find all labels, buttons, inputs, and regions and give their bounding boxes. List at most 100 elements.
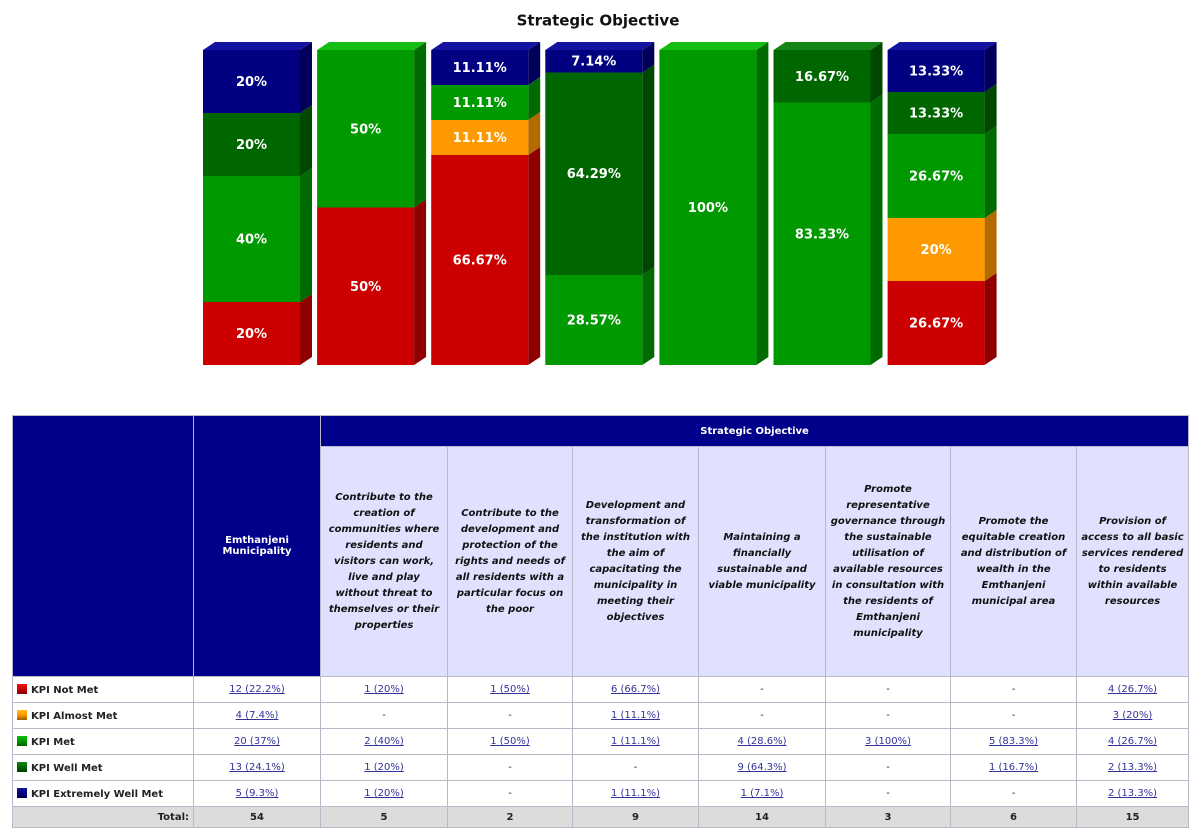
total-cell: 3 xyxy=(825,806,951,828)
value-label: 40% xyxy=(236,233,267,248)
bar-top xyxy=(203,42,312,50)
data-cell: 13 (24.1%) xyxy=(193,754,321,781)
row-label: KPI Not Met xyxy=(12,676,194,703)
row-label: KPI Well Met xyxy=(12,754,194,781)
total-cell: 2 xyxy=(447,806,573,828)
cell-link[interactable]: 12 (22.2%) xyxy=(229,684,285,695)
bar-side xyxy=(984,209,997,281)
data-cell: 4 (28.6%) xyxy=(698,728,826,755)
cell-link[interactable]: 1 (50%) xyxy=(490,684,530,695)
cell-link[interactable]: 4 (26.7%) xyxy=(1107,736,1158,747)
total-cell: 14 xyxy=(698,806,826,828)
cell-link[interactable]: 2 (40%) xyxy=(364,736,404,747)
data-cell: 5 (9.3%) xyxy=(193,780,321,807)
value-label: 66.67% xyxy=(453,253,507,268)
bar-side xyxy=(414,42,427,208)
cell-link[interactable]: 5 (83.3%) xyxy=(988,736,1039,747)
cell-link[interactable]: 13 (24.1%) xyxy=(229,762,285,773)
cell-link[interactable]: 1 (16.7%) xyxy=(988,762,1039,773)
cell-link[interactable]: 1 (20%) xyxy=(364,762,404,773)
legend-swatch xyxy=(17,683,27,694)
cell-link[interactable]: 6 (66.7%) xyxy=(610,684,661,695)
bar-side xyxy=(528,111,541,155)
bar-top xyxy=(431,42,541,50)
data-cell: - xyxy=(320,702,448,729)
data-cell: 9 (64.3%) xyxy=(698,754,826,781)
bar-segment xyxy=(431,154,529,365)
cell-link[interactable]: 20 (37%) xyxy=(234,736,280,747)
chart-title: Strategic Objective xyxy=(517,12,680,30)
data-cell: 2 (13.3%) xyxy=(1075,780,1190,807)
data-cell: 1 (7.1%) xyxy=(698,780,826,807)
cell-link[interactable]: 2 (13.3%) xyxy=(1107,762,1158,773)
data-cell: 5 (83.3%) xyxy=(950,728,1077,755)
bar-segment xyxy=(773,50,871,103)
bar-segment xyxy=(431,84,529,120)
data-cell: - xyxy=(825,754,951,781)
bar-side xyxy=(414,199,427,365)
value-label: 83.33% xyxy=(795,227,849,242)
cell-link[interactable]: 4 (28.6%) xyxy=(737,736,787,747)
row-label: KPI Almost Met xyxy=(12,702,194,729)
cell-link[interactable]: 1 (20%) xyxy=(364,788,404,799)
data-cell: 1 (11.1%) xyxy=(572,702,699,729)
cell-link[interactable]: 5 (9.3%) xyxy=(235,788,279,799)
cell-link[interactable]: 1 (50%) xyxy=(490,736,530,747)
bar-top xyxy=(773,42,883,50)
column-header: Contribute to the development and protec… xyxy=(447,446,573,677)
bar-segment xyxy=(887,133,985,218)
bar-segment xyxy=(773,102,871,365)
bar-side xyxy=(870,42,883,103)
bar-side xyxy=(642,42,655,73)
cell-link[interactable]: 3 (100%) xyxy=(865,736,911,747)
bar-side xyxy=(642,267,655,365)
data-cell: - xyxy=(447,780,573,807)
data-cell: - xyxy=(825,702,951,729)
data-cell: 2 (13.3%) xyxy=(1075,754,1190,781)
bar-side xyxy=(984,83,997,134)
row-label-text: KPI Well Met xyxy=(31,762,103,774)
cell-link[interactable]: 1 (20%) xyxy=(364,684,404,695)
bar-side xyxy=(870,94,883,365)
cell-link[interactable]: 4 (26.7%) xyxy=(1107,684,1158,695)
bar-side xyxy=(300,168,312,302)
data-cell: - xyxy=(447,754,573,781)
legend-swatch xyxy=(17,787,27,798)
bar-segment xyxy=(659,50,757,365)
cell-link[interactable]: 1 (11.1%) xyxy=(610,710,661,721)
total-cell: 9 xyxy=(572,806,699,828)
data-row: KPI Not Met 12 (22.2%) 1 (20%) 1 (50%) 6 (66… xyxy=(12,676,1190,703)
data-row: KPI Well Met 13 (24.1%) 1 (20%) - - 9 (64.3%)… xyxy=(12,754,1190,781)
cell-link[interactable]: 4 (7.4%) xyxy=(235,710,279,721)
bar-segment xyxy=(203,50,300,113)
cell-link[interactable]: 1 (7.1%) xyxy=(740,788,784,799)
data-cell: 6 (66.7%) xyxy=(572,676,699,703)
value-label: 20% xyxy=(236,75,267,90)
cell-link[interactable]: 1 (11.1%) xyxy=(610,788,661,799)
value-label: 100% xyxy=(688,201,728,216)
value-label: 13.33% xyxy=(909,106,963,121)
data-cell: 3 (100%) xyxy=(825,728,951,755)
cell-link[interactable]: 3 (20%) xyxy=(1112,710,1153,721)
bar-segment xyxy=(431,119,529,155)
legend-swatch xyxy=(17,709,27,720)
bar-segment xyxy=(545,50,643,73)
bar-top xyxy=(545,42,655,50)
data-cell: 1 (16.7%) xyxy=(950,754,1077,781)
bar-segment xyxy=(545,72,643,276)
value-label: 26.67% xyxy=(909,316,963,331)
data-cell: - xyxy=(825,780,951,807)
cell-link[interactable]: 2 (13.3%) xyxy=(1107,788,1158,799)
value-label: 11.11% xyxy=(453,61,507,76)
data-cell: 20 (37%) xyxy=(193,728,321,755)
data-row: KPI Almost Met 4 (7.4%) - -1 (11.1%) - - -3 (2… xyxy=(12,702,1190,729)
bar-side xyxy=(300,42,312,113)
cell-link[interactable]: 9 (64.3%) xyxy=(737,762,787,773)
bar-top xyxy=(887,42,997,50)
bar-side xyxy=(528,146,541,365)
bar-side xyxy=(756,42,769,365)
data-row: KPI Extremely Well Met 5 (9.3%) 1 (20%) - 1 … xyxy=(12,780,1190,807)
cell-link[interactable]: 1 (11.1%) xyxy=(610,736,661,747)
kpi-table: Emthanjeni Municipality Strategic Objecti… xyxy=(12,415,1190,828)
group-header: Strategic Objective xyxy=(319,415,1190,447)
